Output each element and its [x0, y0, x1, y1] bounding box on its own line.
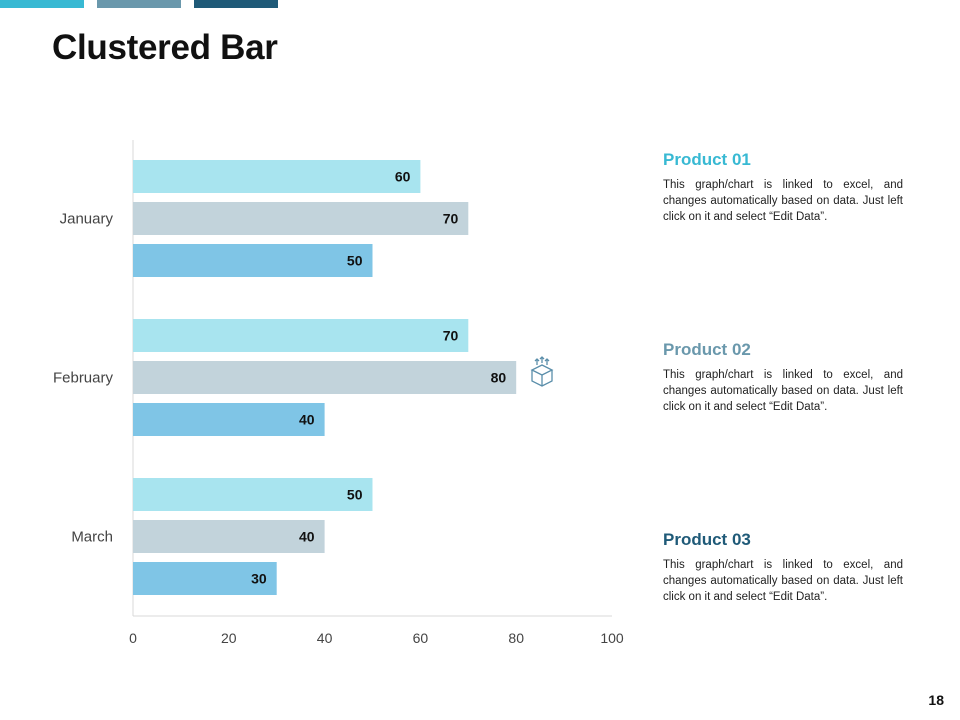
legend-product-03-desc: This graph/chart is linked to excel, and… [663, 559, 903, 603]
legend-product-02: Product 02 This graph/chart is linked to… [663, 340, 923, 415]
category-label-february: February [53, 370, 114, 387]
legend-product-01: Product 01 This graph/chart is linked to… [663, 150, 923, 225]
bar-january-series-1 [133, 160, 421, 193]
category-label-january: January [60, 211, 114, 228]
x-tick-label-5: 100 [600, 630, 624, 646]
top-accent-bar-3 [194, 0, 278, 8]
bar-january-series-2 [133, 202, 469, 235]
data-label-february-series-2: 80 [491, 370, 507, 386]
bar-march-series-2 [133, 520, 325, 553]
data-label-february-series-1: 70 [443, 328, 459, 344]
bar-february-series-3 [133, 403, 325, 436]
legend-product-01-desc: This graph/chart is linked to excel, and… [663, 179, 903, 223]
legend-product-02-desc: This graph/chart is linked to excel, and… [663, 369, 903, 413]
page-number: 18 [928, 692, 944, 708]
legend-product-02-name: Product 02 [663, 340, 751, 359]
bar-march-series-1 [133, 478, 373, 511]
data-label-january-series-1: 60 [395, 169, 411, 185]
bar-february-series-1 [133, 319, 469, 352]
data-label-march-series-1: 50 [347, 487, 363, 503]
cube-icon [530, 356, 554, 387]
data-label-february-series-3: 40 [299, 412, 315, 428]
category-label-march: March [71, 529, 113, 546]
data-label-january-series-3: 50 [347, 253, 363, 269]
data-label-march-series-2: 40 [299, 529, 315, 545]
top-accent-bar-1 [0, 0, 84, 8]
legend-product-03: Product 03 This graph/chart is linked to… [663, 530, 923, 605]
legend-product-03-name: Product 03 [663, 530, 751, 549]
bar-february-series-2 [133, 361, 517, 394]
x-tick-label-4: 80 [508, 630, 524, 646]
page-title: Clustered Bar [52, 28, 278, 67]
x-tick-label-1: 20 [221, 630, 237, 646]
x-tick-label-0: 0 [129, 630, 137, 646]
bar-january-series-3 [133, 244, 373, 277]
data-label-january-series-2: 70 [443, 211, 459, 227]
data-label-march-series-3: 30 [251, 571, 267, 587]
x-tick-label-3: 60 [413, 630, 429, 646]
bar-march-series-3 [133, 562, 277, 595]
legend-product-01-name: Product 01 [663, 150, 751, 169]
top-accent-bar-2 [97, 0, 181, 8]
x-tick-label-2: 40 [317, 630, 333, 646]
